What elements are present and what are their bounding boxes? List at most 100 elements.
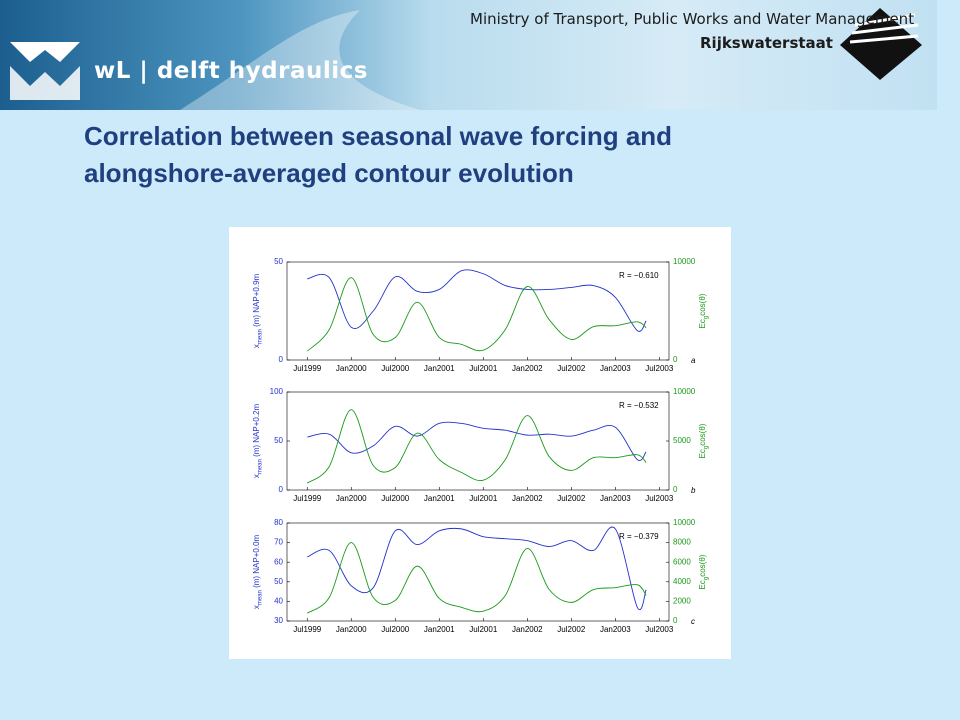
y2-tick-label: 0: [673, 616, 678, 625]
y2-axis-label-sub: g: [703, 316, 709, 319]
series-line: [307, 526, 647, 611]
x-tick-label: Jan2003: [600, 625, 631, 634]
x-tick-label: Jan2000: [336, 625, 367, 634]
x-tick-label: Jan2003: [600, 494, 631, 503]
panel-label: c: [691, 617, 695, 626]
x-tick-label: Jul2001: [469, 364, 498, 373]
y-axis-label-sub: mean: [257, 329, 263, 344]
y2-axis-label-main: Ec: [698, 319, 707, 328]
x-tick-label: Jul1999: [293, 494, 322, 503]
y2-tick-label: 10000: [673, 387, 696, 396]
x-tick-label: Jan2001: [424, 494, 455, 503]
x-tick-label: Jul2000: [381, 494, 410, 503]
y2-tick-label: 6000: [673, 557, 691, 566]
y-axis-label-sub: mean: [257, 590, 263, 605]
y-axis-label-rest: (m) NAP+0.0m: [252, 534, 261, 590]
y2-axis-label-rest: cos(θ): [698, 554, 707, 577]
annotation: R = −0.610: [619, 271, 659, 280]
y2-axis-label: Ecgcos(θ): [698, 423, 709, 458]
agency: Rijkswaterstaat: [700, 34, 833, 52]
y2-tick-label: 0: [673, 355, 678, 364]
y2-axis-label-main: Ec: [698, 449, 707, 458]
slide-title: Correlation between seasonal wave forcin…: [84, 118, 904, 192]
x-tick-label: Jan2002: [512, 364, 543, 373]
y2-axis-label-main: Ec: [698, 580, 707, 589]
charts: Jul1999 Jan2000 Jul2000 Jan2001 Jul2001 Jan20…: [229, 227, 731, 659]
y-axis-label-main: x: [252, 474, 261, 478]
agency-logo: [840, 8, 922, 80]
x-tick-label: Jul2003: [645, 364, 674, 373]
x-tick-label: Jul2002: [557, 494, 586, 503]
y-axis-label-sub: mean: [257, 459, 263, 474]
wave-crest: [180, 10, 420, 110]
y2-tick-label: 10000: [673, 257, 696, 266]
y2-axis-label: Ecgcos(θ): [698, 554, 709, 589]
x-tick-label: Jul2001: [469, 625, 498, 634]
y2-axis-label-rest: cos(θ): [698, 293, 707, 316]
y-axis-label: xmean (m) NAP+0.0m: [252, 534, 263, 609]
x-tick-label: Jul2003: [645, 625, 674, 634]
y2-axis-label-sub: g: [703, 446, 709, 449]
y2-axis-label: Ecgcos(θ): [698, 293, 709, 328]
logo-mark: [10, 66, 80, 100]
panel-label: b: [691, 486, 696, 495]
logo-mark: [10, 42, 80, 62]
y2-tick-label: 10000: [673, 518, 696, 527]
y-tick-label: 70: [274, 538, 283, 547]
logo-text: wL | delft hydraulics: [94, 58, 368, 84]
y2-tick-label: 0: [673, 485, 678, 494]
y-tick-label: 50: [274, 257, 283, 266]
banner-background: [0, 0, 960, 110]
y-tick-label: 30: [274, 616, 283, 625]
banner: [0, 0, 960, 118]
title-line: alongshore-averaged contour evolution: [84, 158, 574, 188]
x-tick-label: Jan2002: [512, 494, 543, 503]
y-axis-label-rest: (m) NAP+0.2m: [252, 403, 261, 459]
x-tick-label: Jul1999: [293, 364, 322, 373]
y-axis-label: xmean (m) NAP+0.9m: [252, 273, 263, 348]
title-line: Correlation between seasonal wave forcin…: [84, 121, 673, 151]
y2-tick-label: 8000: [673, 538, 691, 547]
plot-frame: [286, 261, 670, 361]
x-tick-label: Jul2000: [381, 625, 410, 634]
panel-label: a: [691, 356, 696, 365]
series-line: [306, 409, 647, 484]
plot-frame: [286, 522, 670, 622]
x-tick-label: Jul2002: [557, 364, 586, 373]
y2-tick-label: 5000: [673, 436, 691, 445]
x-tick-label: Jan2001: [424, 364, 455, 373]
y-tick-label: 0: [279, 355, 284, 364]
series-line: [306, 277, 647, 352]
y-axis-label: xmean (m) NAP+0.2m: [252, 403, 263, 478]
annotation: R = −0.532: [619, 401, 659, 410]
y-axis-label-main: x: [252, 605, 261, 609]
ministry: Ministry of Transport, Public Works and …: [470, 10, 915, 28]
x-tick-label: Jul2002: [557, 625, 586, 634]
chart-background: [229, 227, 731, 659]
x-tick-label: Jan2000: [336, 364, 367, 373]
y-tick-label: 100: [270, 387, 284, 396]
annotation: R = −0.379: [619, 532, 659, 541]
y-tick-label: 80: [274, 518, 283, 527]
x-tick-label: Jan2001: [424, 625, 455, 634]
y2-tick-label: 2000: [673, 597, 691, 606]
y-axis-label-rest: (m) NAP+0.9m: [252, 273, 261, 329]
y-tick-label: 50: [274, 577, 283, 586]
series-line: [306, 542, 647, 614]
y-tick-label: 0: [279, 485, 284, 494]
x-tick-label: Jan2003: [600, 364, 631, 373]
x-tick-label: Jul1999: [293, 625, 322, 634]
y2-axis-label-sub: g: [703, 577, 709, 580]
y2-tick-label: 4000: [673, 577, 691, 586]
y-tick-label: 40: [274, 597, 283, 606]
x-tick-label: Jul2000: [381, 364, 410, 373]
x-tick-label: Jul2003: [645, 494, 674, 503]
agency-logo-stripes: [849, 13, 919, 44]
x-tick-label: Jan2000: [336, 494, 367, 503]
x-tick-label: Jan2002: [512, 625, 543, 634]
y2-axis-label-rest: cos(θ): [698, 423, 707, 446]
y-axis-label-main: x: [252, 344, 261, 348]
x-tick-label: Jul2001: [469, 494, 498, 503]
y-tick-label: 50: [274, 436, 283, 445]
